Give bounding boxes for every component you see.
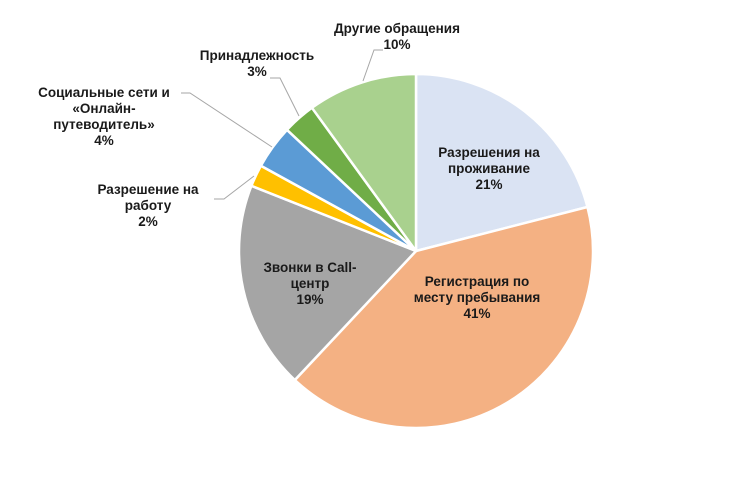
label-text: центр bbox=[290, 276, 330, 291]
pie-slice bbox=[414, 72, 589, 253]
leader-line-social bbox=[181, 92, 273, 148]
leader-line-belonging bbox=[270, 77, 300, 117]
pie-slices bbox=[237, 72, 595, 430]
label-text: месту пребывания bbox=[413, 290, 541, 305]
pie-slice bbox=[293, 205, 595, 430]
label-social-networks: Социальные сети и «Онлайн- путеводитель»… bbox=[38, 85, 170, 149]
label-value: 4% bbox=[94, 133, 114, 148]
label-value: 41% bbox=[463, 306, 491, 321]
label-text: Разрешение на bbox=[97, 182, 199, 197]
label-value: 21% bbox=[475, 177, 503, 192]
label-call-center: Звонки в Call- центр 19% bbox=[263, 260, 356, 308]
label-text: Регистрация по bbox=[424, 274, 530, 289]
label-text: Другие обращения bbox=[334, 21, 460, 36]
label-text: «Онлайн- bbox=[72, 101, 136, 116]
label-work-permit: Разрешение на работу 2% bbox=[97, 182, 198, 230]
label-text: работу bbox=[124, 198, 172, 213]
label-text: Звонки в Call- bbox=[263, 260, 357, 275]
label-text: путеводитель» bbox=[53, 117, 155, 132]
label-registration: Регистрация по месту пребывания 41% bbox=[414, 274, 541, 322]
label-other-requests: Другие обращения 10% bbox=[334, 21, 460, 53]
label-value: 10% bbox=[383, 37, 411, 52]
leader-line-work-permit bbox=[214, 175, 255, 200]
label-text: Разрешения на bbox=[438, 145, 540, 160]
leader-line-other bbox=[362, 49, 383, 82]
label-residence-permit: Разрешения на проживание 21% bbox=[438, 145, 539, 193]
label-belonging: Принадлежность 3% bbox=[200, 48, 314, 80]
label-text: проживание bbox=[448, 161, 530, 176]
label-text: Принадлежность bbox=[199, 48, 315, 63]
leader-lines bbox=[181, 49, 383, 200]
label-text: Социальные сети и bbox=[38, 85, 170, 100]
label-value: 2% bbox=[138, 214, 158, 229]
label-value: 3% bbox=[247, 64, 267, 79]
pie-slice bbox=[310, 72, 418, 253]
label-value: 19% bbox=[296, 292, 324, 307]
